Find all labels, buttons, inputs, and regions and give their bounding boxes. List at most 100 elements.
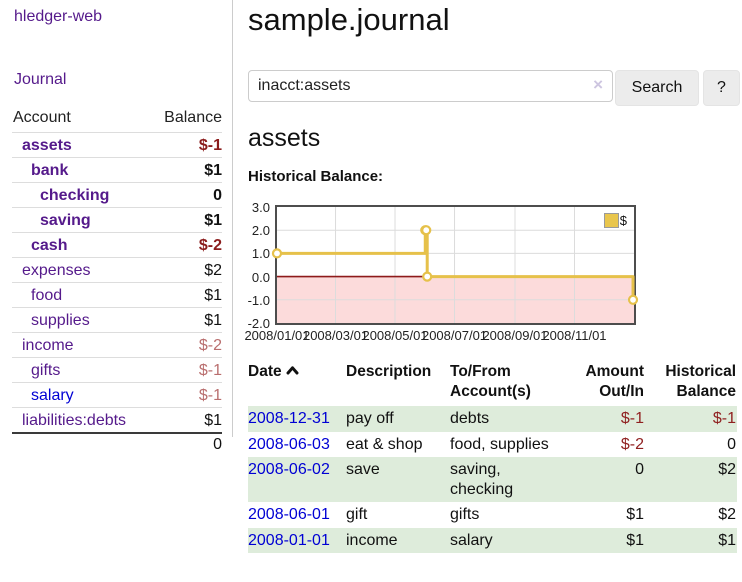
amount-cell: $-1 <box>620 410 644 427</box>
balance-column-header: Balance <box>164 109 222 126</box>
register-header-row: Date Description To/From Account(s) Amou… <box>248 362 737 406</box>
description-cell: income <box>346 531 398 549</box>
date-column-header[interactable]: Date <box>248 362 346 406</box>
account-link[interactable]: expenses <box>22 261 91 279</box>
accounts-column-header[interactable]: To/From Account(s) <box>450 363 531 400</box>
account-balance: $-1 <box>198 136 222 154</box>
transaction-date-link[interactable]: 2008-01-01 <box>248 531 330 549</box>
chart-plot-area <box>271 207 639 323</box>
accounts-total-row: 0 <box>12 432 222 459</box>
x-tick-label: 2008/01/01 <box>244 328 310 343</box>
accounts-total-value: 0 <box>213 436 222 453</box>
date-cell: 2008-06-02 <box>248 457 346 502</box>
page-title: sample.journal <box>248 2 450 37</box>
y-tick-label: 3.0 <box>251 200 270 215</box>
account-balance: $-1 <box>198 361 222 379</box>
account-link[interactable]: income <box>22 336 74 354</box>
date-cell: 2008-12-31 <box>248 406 346 432</box>
description-cell: eat & shop <box>346 435 423 453</box>
account-link[interactable]: supplies <box>31 311 90 329</box>
transaction-date-link[interactable]: 2008-06-02 <box>248 461 330 478</box>
account-link[interactable]: salary <box>31 386 74 404</box>
account-balance: $1 <box>204 286 222 304</box>
register-row: 2008-06-02 save saving, checking 0 $2 <box>248 457 737 502</box>
balance-cell: $2 <box>718 506 736 523</box>
legend-label: $ <box>619 213 627 228</box>
account-link[interactable]: liabilities:debts <box>22 411 127 429</box>
account-row: cash $-2 <box>12 232 222 257</box>
account-row: food $1 <box>12 282 222 307</box>
legend-swatch-icon <box>603 213 619 228</box>
search-input[interactable] <box>248 70 613 102</box>
x-tick-label: 2008/11/01 <box>542 328 607 343</box>
accounts-table: Account Balance assets $-1 bank $1 checking 0… <box>12 107 222 459</box>
help-button[interactable]: ? <box>703 70 740 106</box>
account-row: saving $1 <box>12 207 222 232</box>
amount-column-header[interactable]: Amount Out/In <box>585 363 644 400</box>
search-button[interactable]: Search <box>615 70 699 106</box>
account-row: expenses $2 <box>12 257 222 282</box>
account-balance: $-2 <box>198 336 222 354</box>
accounts-cell: saving, checking <box>450 461 514 498</box>
account-link[interactable]: bank <box>31 161 69 179</box>
date-cell: 2008-01-01 <box>248 528 346 554</box>
nav-journal-link[interactable]: Journal <box>14 71 67 88</box>
account-balance: $2 <box>204 261 222 279</box>
balance-cell: $2 <box>718 461 736 478</box>
account-row: salary $-1 <box>12 382 222 407</box>
account-balance: $1 <box>204 311 222 329</box>
account-row: bank $1 <box>12 157 222 182</box>
y-tick-label: -2.0 <box>247 316 270 331</box>
account-row: income $-2 <box>12 332 222 357</box>
account-row: checking 0 <box>12 182 222 207</box>
chart-x-axis-labels: 2008/01/01 2008/03/01 2008/05/01 2008/07/01… <box>244 328 634 344</box>
x-tick-label: 2008/03/01 <box>302 328 369 343</box>
accounts-cell: gifts <box>450 506 480 523</box>
account-link[interactable]: checking <box>40 186 110 204</box>
account-balance: 0 <box>213 186 222 204</box>
amount-cell: 0 <box>635 461 644 478</box>
y-tick-label: 0.0 <box>251 269 270 285</box>
register-row: 2008-01-01 income salary $1 $1 <box>248 527 737 554</box>
transaction-date-link[interactable]: 2008-12-31 <box>248 410 330 427</box>
chart-heading: Historical Balance: <box>248 168 384 185</box>
accounts-cell: salary <box>450 531 493 549</box>
date-cell: 2008-06-01 <box>248 502 346 528</box>
sidebar: hledger-web Journal Account Balance asse… <box>0 0 233 453</box>
clear-search-icon[interactable]: × <box>593 75 603 94</box>
transaction-date-link[interactable]: 2008-06-01 <box>248 506 330 523</box>
y-tick-label: 2.0 <box>251 223 270 239</box>
register-row: 2008-06-03 eat & shop food, supplies $-2 0 <box>248 432 737 458</box>
y-tick-label: 1.0 <box>251 246 270 262</box>
account-row: supplies $1 <box>12 307 222 332</box>
main-content: sample.journal × Search ? assets Histori… <box>244 0 742 582</box>
balance-column-header-register[interactable]: Historical Balance <box>665 363 736 400</box>
account-balance: $1 <box>204 161 222 179</box>
description-column-header[interactable]: Description <box>346 363 432 380</box>
transaction-date-link[interactable]: 2008-06-03 <box>248 435 330 453</box>
account-link[interactable]: saving <box>40 211 91 229</box>
register-table: Date Description To/From Account(s) Amou… <box>248 362 737 553</box>
account-link[interactable]: cash <box>31 236 68 254</box>
x-tick-label: 2008/09/01 <box>482 328 548 343</box>
account-row: liabilities:debts $1 <box>12 407 222 432</box>
amount-cell: $1 <box>626 531 644 549</box>
balance-cell: $1 <box>718 531 736 549</box>
account-link[interactable]: food <box>31 286 63 304</box>
accounts-cell: debts <box>450 410 490 427</box>
description-cell: gift <box>346 506 368 523</box>
account-link[interactable]: assets <box>22 136 72 154</box>
register-row: 2008-12-31 pay off debts $-1 $-1 <box>248 406 737 432</box>
balance-cell: 0 <box>727 435 736 453</box>
x-tick-label: 2008/07/01 <box>421 328 488 343</box>
balance-cell: $-1 <box>712 410 736 427</box>
account-balance: $1 <box>204 411 222 429</box>
search-form: × Search ? <box>248 70 742 106</box>
account-balance: $1 <box>204 211 222 229</box>
account-link[interactable]: gifts <box>31 361 61 379</box>
sort-ascending-icon <box>286 366 299 375</box>
app-brand-link[interactable]: hledger-web <box>14 8 103 25</box>
amount-cell: $-2 <box>620 435 644 453</box>
register-row: 2008-06-01 gift gifts $1 $2 <box>248 502 737 528</box>
accounts-table-header: Account Balance <box>12 107 222 132</box>
